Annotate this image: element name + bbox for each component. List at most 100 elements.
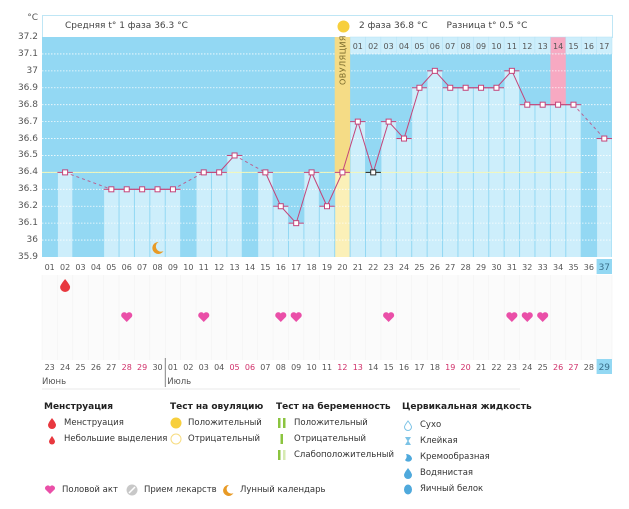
dry-drop-icon (403, 420, 413, 431)
cycle-day-label: 27 (445, 263, 455, 272)
phase2-value: 36.8 °C (393, 21, 428, 31)
month-label: Июль (167, 377, 191, 387)
temperature-line-segment (264, 172, 282, 207)
date-label: 05 (229, 363, 239, 372)
y-tick-label: 36.2 (17, 201, 38, 212)
date-label: 24 (522, 363, 532, 372)
legend-lunar: Лунный календарь (222, 484, 326, 496)
temperature-point (62, 169, 69, 176)
diff-value: 0.5 °C (499, 21, 528, 31)
temperature-point (139, 186, 146, 193)
temperature-point (601, 135, 608, 142)
legend-cervical-title: Цервикальная жидкость (402, 402, 532, 412)
legend-label: Кремообразная (420, 452, 490, 462)
phase2-day-label: 17 (599, 42, 609, 51)
phase2-day-label: 03 (384, 42, 394, 51)
temperature-point (508, 67, 515, 74)
temperature-point (231, 152, 238, 159)
cycle-day-label: 19 (322, 263, 332, 272)
events-area (42, 275, 612, 360)
temperature-bar (304, 172, 319, 257)
cycle-day-label: 11 (199, 263, 209, 272)
cycle-day-label: 30 (491, 263, 501, 272)
temperature-line-segment (311, 172, 328, 207)
temperature-point (370, 169, 377, 176)
cycle-day-label: 04 (91, 263, 101, 272)
y-tick-label: 36.1 (17, 218, 38, 229)
temperature-chart[interactable]: 01 02 03 04 05 06 07 08 09 10 11 12 13 14 15 16 17 ОВУЛЯЦ… (0, 0, 629, 395)
heart-icon (198, 312, 210, 322)
temperature-bar (535, 104, 550, 257)
temperature-point (324, 203, 330, 210)
cycle-day-label: 13 (229, 263, 239, 272)
moon-icon (223, 484, 234, 496)
legend-label: Водянистая (420, 468, 474, 478)
double-bar-icon (278, 418, 286, 428)
legend-sex: Половой акт (44, 484, 118, 495)
date-label: 13 (353, 363, 363, 372)
date-label: 04 (214, 363, 224, 372)
temperature-bar (520, 104, 535, 257)
phase2-day-label: 10 (491, 42, 501, 51)
temperature-line-segment (326, 172, 343, 207)
phase2-day-label: 16 (584, 42, 594, 51)
legend-medication: Прием лекарств (126, 484, 217, 496)
legend-menstruation-title: Менструация (44, 402, 113, 412)
legend-label: Лунный календарь (240, 485, 326, 495)
cycle-day-label: 06 (122, 263, 132, 272)
temperature-point (385, 118, 392, 125)
temperature-bar (196, 172, 211, 257)
pill-icon (126, 484, 138, 496)
temperature-line-segment (357, 121, 374, 173)
date-label: 29 (599, 363, 611, 373)
temperature-point (108, 186, 115, 193)
egg-white-icon (404, 484, 412, 495)
temperature-point (123, 186, 130, 193)
date-label: 11 (322, 363, 332, 372)
legend-cervical-watery: Водянистая (402, 467, 473, 479)
legend-ovulation-positive: Положительный (170, 417, 262, 429)
temperature-point (524, 101, 531, 108)
temperature-line-segment (403, 87, 420, 139)
date-label: 26 (91, 363, 101, 372)
y-tick-label: 36.9 (17, 82, 38, 93)
y-tick-label: 36.4 (17, 167, 38, 178)
date-label: 12 (337, 363, 347, 372)
phase2-label: 2 фаза (359, 21, 392, 31)
cycle-day-label: 25 (414, 263, 424, 272)
cycle-day-label: 03 (75, 263, 85, 272)
legend-label: Положительный (294, 418, 368, 428)
heart-icon (383, 312, 395, 322)
temperature-bar (566, 104, 581, 257)
temperature-point (262, 169, 269, 176)
temperature-point (447, 84, 454, 91)
legend-label: Половой акт (62, 484, 118, 495)
phase2-day-label: 02 (368, 42, 378, 51)
heart-icon (290, 312, 302, 322)
cycle-day-label: 20 (337, 263, 347, 272)
phase2-day-label: 14 (553, 42, 563, 51)
legend-cervical-sticky: Клейкая (402, 435, 458, 447)
temperature-bar (258, 172, 273, 257)
temperature-point (277, 203, 284, 210)
heart-icon (521, 312, 533, 322)
temperature-bar (550, 104, 566, 257)
date-label: 27 (106, 363, 116, 372)
temperature-point (354, 118, 361, 125)
date-label: 22 (491, 363, 501, 372)
heart-icon (275, 312, 287, 322)
date-label: 23 (507, 363, 517, 372)
temperature-bar (319, 206, 335, 257)
phase2-day-label: 15 (568, 42, 578, 51)
phase2-day-label: 06 (430, 42, 440, 51)
legend-pregnancy-faint: Слабоположительный (276, 449, 394, 461)
date-label: 15 (384, 363, 394, 372)
date-label: 18 (430, 363, 440, 372)
date-label: 14 (368, 363, 378, 372)
phase2-day-label: 11 (507, 42, 517, 51)
date-label: 29 (137, 363, 147, 372)
temperature-bar (211, 172, 227, 257)
temperature-point (169, 186, 176, 193)
legend-label: Слабоположительный (294, 450, 395, 460)
temperature-bar (504, 70, 520, 257)
